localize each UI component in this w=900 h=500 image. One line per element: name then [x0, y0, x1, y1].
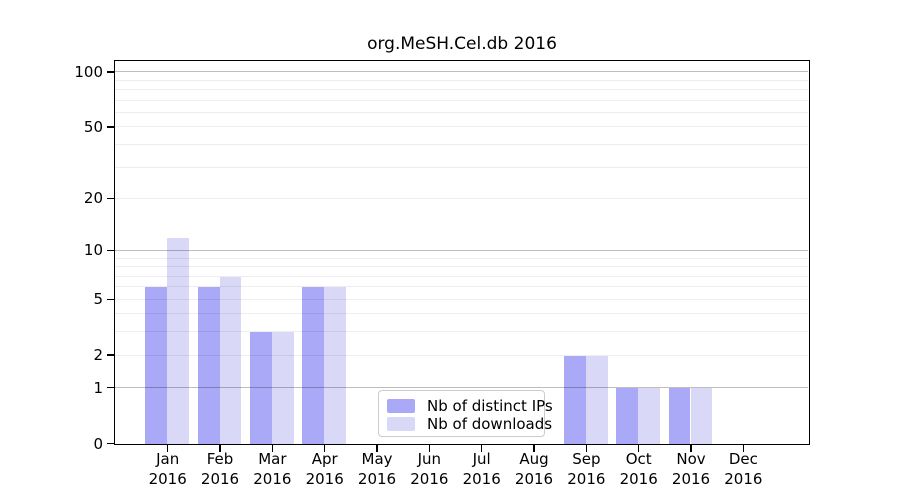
- y-tick-label: 100: [74, 62, 103, 81]
- x-tick-label: Jun 2016: [410, 450, 449, 488]
- major-gridline: [115, 249, 808, 251]
- x-tick-label: Feb 2016: [200, 450, 240, 488]
- minor-gridline: [115, 112, 808, 114]
- x-tick: [690, 445, 692, 452]
- x-tick-label: Dec 2016: [724, 450, 763, 488]
- minor-gridline: [115, 89, 808, 91]
- x-tick: [533, 445, 535, 452]
- minor-gridline: [115, 144, 808, 146]
- legend-swatch-downloads: [387, 417, 415, 431]
- y-tick-label: 5: [93, 290, 103, 309]
- x-tick-label: Nov 2016: [671, 450, 711, 488]
- bar-distinct-ips: [616, 388, 639, 444]
- bar-downloads: [324, 287, 346, 444]
- minor-gridline: [115, 79, 808, 81]
- bar-distinct-ips: [668, 388, 691, 444]
- legend: Nb of distinct IPs Nb of downloads: [378, 390, 553, 437]
- legend-label-distinct-ips: Nb of distinct IPs: [427, 397, 553, 415]
- y-tick-label: 1: [93, 378, 103, 397]
- legend-item-distinct-ips: Nb of distinct IPs: [387, 397, 553, 415]
- minor-gridline: [115, 197, 808, 199]
- minor-gridline: [115, 275, 808, 277]
- bar-distinct-ips: [302, 287, 325, 444]
- bar-downloads: [167, 237, 189, 444]
- x-tick-label: May 2016: [357, 450, 397, 488]
- x-tick: [428, 445, 431, 452]
- y-tick: [107, 386, 114, 389]
- bar-distinct-ips: [564, 355, 586, 444]
- bar-downloads: [585, 355, 608, 444]
- bar-downloads: [690, 388, 713, 444]
- minor-gridline: [115, 126, 808, 128]
- x-tick-label: Sep 2016: [567, 450, 606, 488]
- y-tick: [107, 126, 114, 128]
- minor-gridline: [115, 266, 808, 268]
- legend-item-downloads: Nb of downloads: [387, 415, 552, 433]
- bar-downloads: [219, 276, 242, 444]
- bar-downloads: [638, 388, 660, 444]
- bar-distinct-ips: [145, 287, 168, 444]
- x-tick-label: Jan 2016: [148, 450, 187, 488]
- bar-downloads: [271, 332, 294, 444]
- y-tick: [107, 249, 114, 252]
- legend-swatch-distinct-ips: [387, 399, 415, 413]
- bar-distinct-ips: [250, 332, 272, 444]
- legend-label-downloads: Nb of downloads: [427, 415, 553, 433]
- major-gridline: [115, 71, 808, 73]
- x-tick: [585, 445, 588, 452]
- x-tick: [219, 445, 221, 452]
- major-gridline: [115, 387, 808, 389]
- minor-gridline: [115, 298, 808, 300]
- y-tick-label: 0: [93, 434, 103, 453]
- plot-area: [114, 60, 810, 445]
- minor-gridline: [115, 99, 808, 101]
- y-tick: [107, 298, 114, 300]
- x-tick: [271, 445, 274, 452]
- x-tick: [742, 445, 745, 452]
- y-tick-label: 10: [83, 241, 103, 260]
- chart-title: org.MeSH.Cel.db 2016: [367, 34, 557, 54]
- x-tick: [323, 445, 326, 452]
- y-tick: [107, 71, 114, 73]
- x-tick-label: Oct 2016: [619, 450, 658, 488]
- y-tick: [107, 197, 114, 200]
- minor-gridline: [115, 166, 808, 168]
- y-tick: [107, 354, 114, 356]
- x-tick-label: Apr 2016: [305, 450, 344, 488]
- y-tick-label: 2: [93, 346, 103, 365]
- x-tick: [166, 445, 169, 452]
- minor-gridline: [115, 313, 808, 315]
- x-tick: [480, 445, 483, 452]
- minor-gridline: [115, 331, 808, 333]
- x-tick-label: Mar 2016: [253, 450, 292, 488]
- x-tick-label: Jul 2016: [462, 450, 501, 488]
- y-tick-label: 50: [83, 117, 103, 136]
- y-tick: [107, 442, 114, 445]
- minor-gridline: [115, 354, 808, 356]
- y-tick-label: 20: [83, 189, 103, 208]
- bar-distinct-ips: [197, 287, 220, 444]
- minor-gridline: [115, 257, 808, 259]
- x-tick: [376, 445, 378, 452]
- x-tick: [637, 445, 640, 452]
- minor-gridline: [115, 286, 808, 288]
- x-tick-label: Aug 2016: [514, 450, 554, 488]
